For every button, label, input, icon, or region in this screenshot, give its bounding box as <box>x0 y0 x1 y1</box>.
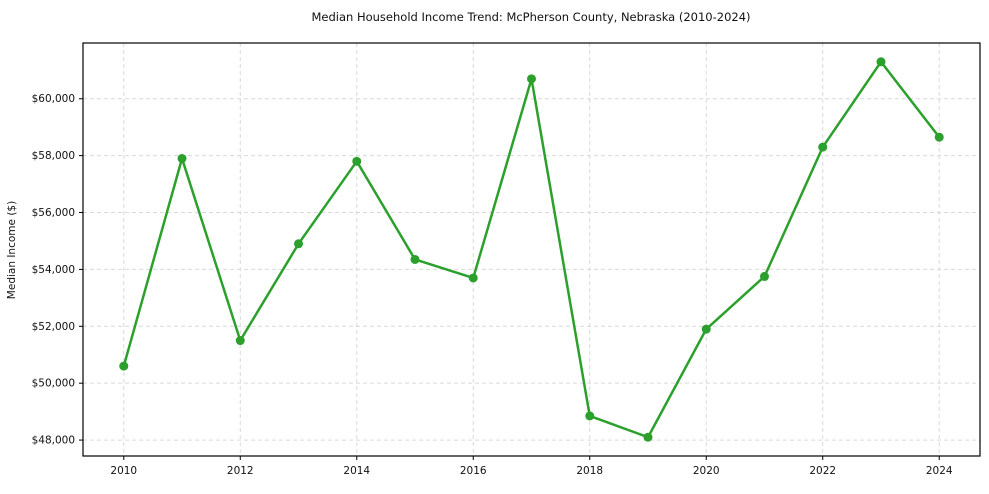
x-tick-label: 2018 <box>576 465 603 477</box>
data-point-marker <box>818 142 828 152</box>
data-point-marker <box>352 156 362 166</box>
y-tick-label: $56,000 <box>32 207 75 219</box>
grid-layer <box>83 43 980 456</box>
y-tick-label: $50,000 <box>32 378 75 390</box>
chart-title: Median Household Income Trend: McPherson… <box>311 10 750 24</box>
x-tick-label: 2022 <box>809 465 836 477</box>
axis-layer: $48,000 $50,000 $52,000 $54,000 $56,000 $58,0… <box>32 42 981 477</box>
plot-border <box>82 42 981 457</box>
data-point-marker <box>119 361 129 371</box>
trend-line <box>122 60 941 439</box>
x-tick-label: 2010 <box>110 465 137 477</box>
x-tick-label: 2016 <box>460 465 487 477</box>
data-point-marker <box>410 254 420 264</box>
data-point-marker <box>701 324 711 334</box>
data-point-marker <box>876 57 886 67</box>
data-series <box>119 57 944 442</box>
y-axis-label: Median Income ($) <box>6 201 18 299</box>
data-point-marker <box>177 153 187 163</box>
x-tick-label: 2012 <box>227 465 254 477</box>
y-tick-label: $52,000 <box>32 321 75 333</box>
data-point-marker <box>527 74 536 84</box>
data-point-marker <box>585 411 595 421</box>
y-tick-label: $60,000 <box>32 93 75 105</box>
x-tick-label: 2014 <box>343 465 370 477</box>
data-point-marker <box>759 272 769 282</box>
y-tick-label: $54,000 <box>32 264 75 276</box>
y-tick-label: $58,000 <box>32 150 75 162</box>
data-point-marker <box>294 239 304 249</box>
data-point-marker <box>934 132 944 142</box>
data-point-marker <box>468 273 478 283</box>
data-point-marker <box>643 432 653 442</box>
x-tick-label: 2020 <box>693 465 720 477</box>
y-tick-label: $48,000 <box>32 435 75 447</box>
x-tick-label: 2024 <box>926 465 953 477</box>
data-point-marker <box>235 336 245 346</box>
